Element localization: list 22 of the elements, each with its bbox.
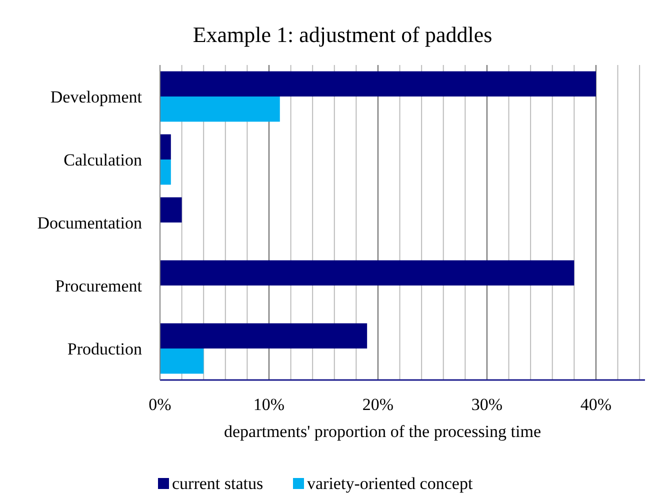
bar bbox=[160, 323, 368, 348]
x-tick-label: 30% bbox=[471, 395, 503, 414]
x-tick-label: 20% bbox=[362, 395, 394, 414]
y-tick-label: Production bbox=[67, 340, 142, 358]
x-axis-title: departments' proportion of the processing time bbox=[224, 422, 542, 441]
x-tick-label: 0% bbox=[148, 395, 172, 414]
chart-title: Example 1: adjustment of paddles bbox=[192, 22, 492, 47]
y-tick-label: Procurement bbox=[55, 276, 142, 296]
bar bbox=[160, 71, 596, 96]
bar bbox=[160, 134, 171, 160]
bar bbox=[160, 348, 204, 374]
bar bbox=[160, 260, 574, 286]
y-tick-label: Documentation bbox=[37, 214, 142, 232]
bar bbox=[160, 96, 280, 122]
x-tick-label: 40% bbox=[580, 395, 612, 414]
x-tick-label: 10% bbox=[253, 395, 285, 414]
legend-label: current status bbox=[172, 474, 264, 493]
bar bbox=[160, 197, 182, 222]
bar bbox=[160, 160, 171, 185]
y-tick-label: Calculation bbox=[64, 150, 142, 170]
legend-label: variety-oriented concept bbox=[307, 474, 473, 493]
y-tick-label: Development bbox=[50, 88, 142, 106]
